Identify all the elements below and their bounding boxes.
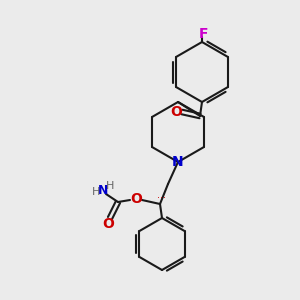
Text: ···: ··· — [157, 193, 166, 203]
Text: N: N — [172, 155, 184, 169]
Text: O: O — [130, 192, 142, 206]
Text: H: H — [92, 187, 100, 197]
Text: N: N — [98, 184, 108, 197]
Text: F: F — [199, 27, 209, 41]
Text: H: H — [106, 181, 114, 191]
Text: O: O — [102, 217, 114, 231]
Text: O: O — [170, 105, 182, 119]
